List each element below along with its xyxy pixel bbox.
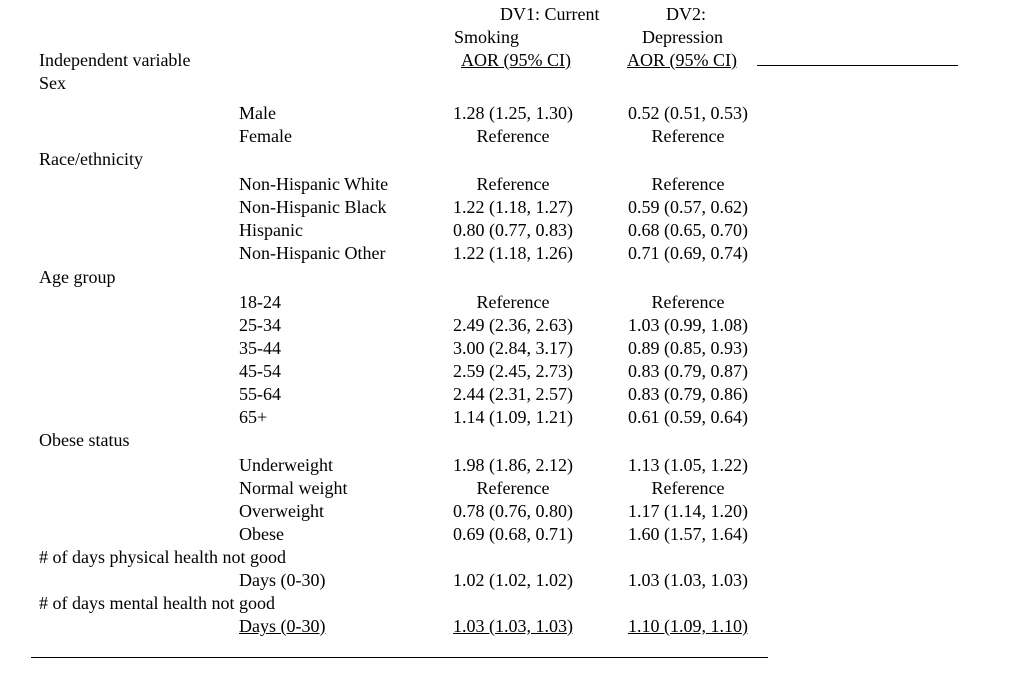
row-dv1: 0.80 (0.77, 0.83) bbox=[453, 220, 573, 240]
dv2-subheader: AOR (95% CI) bbox=[627, 50, 737, 70]
row-dv1: 3.00 (2.84, 3.17) bbox=[453, 338, 573, 358]
iv-header: Independent variable bbox=[39, 50, 191, 70]
dv2-header-line2: Depression bbox=[642, 27, 723, 47]
group-label-race-ethnicity: Race/ethnicity bbox=[39, 149, 143, 169]
row-level: 55-64 bbox=[239, 384, 281, 404]
row-dv2: 0.68 (0.65, 0.70) bbox=[628, 220, 748, 240]
row-level: 18-24 bbox=[239, 292, 281, 312]
row-dv2: 0.89 (0.85, 0.93) bbox=[628, 338, 748, 358]
row-dv2: 0.83 (0.79, 0.86) bbox=[628, 384, 748, 404]
row-dv2: 1.03 (1.03, 1.03) bbox=[628, 570, 748, 590]
row-level: Normal weight bbox=[239, 478, 348, 498]
dv1-header-line1: DV1: Current bbox=[500, 4, 600, 24]
row-dv1: Reference bbox=[476, 292, 550, 312]
row-dv2: 0.52 (0.51, 0.53) bbox=[628, 103, 748, 123]
row-dv2: 1.10 (1.09, 1.10) bbox=[588, 615, 788, 637]
row-dv2: 0.83 (0.79, 0.87) bbox=[628, 361, 748, 381]
dv2-header-line1: DV2: bbox=[666, 4, 706, 24]
row-dv2: 1.17 (1.14, 1.20) bbox=[628, 501, 748, 521]
row-level: Female bbox=[239, 126, 292, 146]
row-dv2: 1.03 (0.99, 1.08) bbox=[628, 315, 748, 335]
row-level: Hispanic bbox=[239, 220, 303, 240]
row-dv2: 0.59 (0.57, 0.62) bbox=[628, 197, 748, 217]
row-dv1: 1.22 (1.18, 1.27) bbox=[453, 197, 573, 217]
row-dv1: 1.03 (1.03, 1.03) bbox=[413, 615, 613, 637]
row-level: Non-Hispanic Other bbox=[239, 243, 386, 263]
table-bottom-rule bbox=[31, 657, 768, 658]
row-dv1: 1.02 (1.02, 1.02) bbox=[453, 570, 573, 590]
row-dv1-value: 1.03 (1.03, 1.03) bbox=[453, 616, 573, 636]
row-dv1: 2.44 (2.31, 2.57) bbox=[453, 384, 573, 404]
row-dv2: 1.60 (1.57, 1.64) bbox=[628, 524, 748, 544]
row-dv1: 2.59 (2.45, 2.73) bbox=[453, 361, 573, 381]
row-dv1: Reference bbox=[476, 126, 550, 146]
row-dv2: 1.13 (1.05, 1.22) bbox=[628, 455, 748, 475]
row-level: Underweight bbox=[239, 455, 333, 475]
row-dv1: 1.28 (1.25, 1.30) bbox=[453, 103, 573, 123]
group-label-physical-health-days: # of days physical health not good bbox=[39, 547, 286, 567]
header-rule bbox=[757, 65, 958, 66]
dv1-header-line2: Smoking bbox=[454, 27, 520, 47]
group-label-age-group: Age group bbox=[39, 267, 116, 287]
row-dv1: 1.98 (1.86, 2.12) bbox=[453, 455, 573, 475]
row-level: Days (0-30) bbox=[239, 616, 326, 636]
row-level: Male bbox=[239, 103, 276, 123]
group-label-mental-health-days: # of days mental health not good bbox=[39, 593, 275, 613]
row-dv1: 0.78 (0.76, 0.80) bbox=[453, 501, 573, 521]
row-dv2: Reference bbox=[651, 126, 725, 146]
row-level: 35-44 bbox=[239, 338, 281, 358]
row-dv2: Reference bbox=[651, 292, 725, 312]
row-dv1: 0.69 (0.68, 0.71) bbox=[453, 524, 573, 544]
group-label-sex: Sex bbox=[39, 73, 66, 93]
row-level: Non-Hispanic White bbox=[239, 174, 389, 194]
row-dv1: 1.14 (1.09, 1.21) bbox=[453, 407, 573, 427]
row-dv1: Reference bbox=[476, 174, 550, 194]
row-dv2-value: 1.10 (1.09, 1.10) bbox=[628, 616, 748, 636]
row-level: 25-34 bbox=[239, 315, 281, 335]
row-level: Days (0-30) bbox=[239, 570, 326, 590]
row-dv2: 0.71 (0.69, 0.74) bbox=[628, 243, 748, 263]
row-level: Non-Hispanic Black bbox=[239, 197, 387, 217]
row-level: Obese bbox=[239, 524, 284, 544]
group-label-obese-status: Obese status bbox=[39, 430, 130, 450]
row-dv1: 1.22 (1.18, 1.26) bbox=[453, 243, 573, 263]
row-level: Overweight bbox=[239, 501, 324, 521]
row-level: 65+ bbox=[239, 407, 268, 427]
row-dv1: Reference bbox=[476, 478, 550, 498]
dv1-subheader: AOR (95% CI) bbox=[461, 50, 571, 70]
row-level: 45-54 bbox=[239, 361, 281, 381]
row-dv2: Reference bbox=[651, 478, 725, 498]
row-dv2: Reference bbox=[651, 174, 725, 194]
row-dv1: 2.49 (2.36, 2.63) bbox=[453, 315, 573, 335]
row-dv2: 0.61 (0.59, 0.64) bbox=[628, 407, 748, 427]
